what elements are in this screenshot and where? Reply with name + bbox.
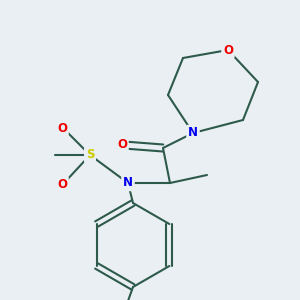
Text: N: N bbox=[123, 176, 133, 190]
Text: O: O bbox=[117, 139, 127, 152]
Text: O: O bbox=[57, 178, 67, 190]
Text: O: O bbox=[223, 44, 233, 56]
Text: N: N bbox=[188, 127, 198, 140]
Text: O: O bbox=[57, 122, 67, 134]
Text: S: S bbox=[86, 148, 94, 161]
